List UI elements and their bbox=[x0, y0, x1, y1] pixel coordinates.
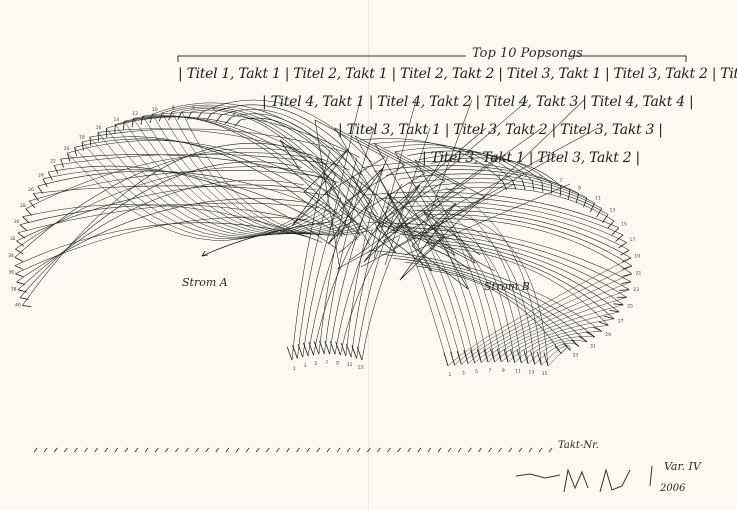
svg-text:5: 5 bbox=[539, 174, 542, 180]
svg-text:7: 7 bbox=[559, 178, 562, 184]
svg-text:2: 2 bbox=[233, 111, 236, 117]
svg-text:26: 26 bbox=[28, 187, 34, 193]
svg-text:34: 34 bbox=[8, 253, 14, 259]
svg-text:11: 11 bbox=[515, 369, 521, 375]
stream-a-label: Strom A bbox=[182, 276, 228, 289]
svg-text:36: 36 bbox=[8, 270, 14, 276]
svg-text:8: 8 bbox=[172, 105, 175, 111]
svg-text:31: 31 bbox=[590, 344, 596, 350]
heading-text: Top 10 Popsongs bbox=[472, 46, 583, 61]
svg-text:5: 5 bbox=[314, 361, 317, 367]
svg-text:1: 1 bbox=[498, 174, 501, 180]
svg-text:5: 5 bbox=[475, 369, 478, 375]
svg-text:15: 15 bbox=[621, 222, 627, 228]
svg-text:28: 28 bbox=[20, 203, 26, 209]
svg-text:12: 12 bbox=[132, 111, 138, 117]
svg-text:24: 24 bbox=[38, 172, 44, 178]
svg-text:25: 25 bbox=[627, 303, 633, 309]
year-label: 2006 bbox=[660, 483, 685, 494]
svg-text:13: 13 bbox=[357, 364, 363, 370]
title-row-3: | Titel 3, Takt 1 | Titel 3, Takt 2 | Ti… bbox=[338, 122, 663, 138]
svg-text:20: 20 bbox=[64, 146, 70, 152]
artist-signature bbox=[516, 466, 652, 492]
svg-text:18: 18 bbox=[79, 135, 85, 141]
title-row-2: | Titel 4, Takt 1 | Titel 4, Takt 2 | Ti… bbox=[262, 94, 693, 110]
svg-text:22: 22 bbox=[50, 158, 56, 164]
footnote-text: Takt-Nr. bbox=[558, 440, 599, 451]
svg-text:13: 13 bbox=[528, 370, 534, 376]
svg-text:33: 33 bbox=[572, 353, 578, 359]
title-row-4: | Titel 3, Takt 1 | Titel 3, Takt 2 | bbox=[422, 150, 640, 166]
stream-b-label: Strom B bbox=[484, 280, 530, 293]
svg-text:19: 19 bbox=[634, 253, 640, 259]
curve-bundle bbox=[15, 100, 632, 366]
svg-text:27: 27 bbox=[618, 318, 624, 324]
svg-text:14: 14 bbox=[113, 117, 119, 123]
svg-text:3: 3 bbox=[304, 363, 307, 369]
svg-text:16: 16 bbox=[96, 125, 102, 131]
svg-text:21: 21 bbox=[636, 270, 642, 276]
heading-bracket bbox=[178, 56, 686, 62]
svg-text:32: 32 bbox=[10, 236, 16, 242]
version-label: Var. IV bbox=[664, 460, 701, 473]
svg-text:11: 11 bbox=[347, 362, 353, 368]
svg-text:23: 23 bbox=[633, 287, 639, 293]
svg-text:1: 1 bbox=[448, 372, 451, 378]
svg-text:6: 6 bbox=[192, 105, 195, 111]
svg-text:3: 3 bbox=[462, 370, 465, 376]
svg-text:13: 13 bbox=[610, 207, 616, 213]
svg-text:4: 4 bbox=[213, 107, 216, 113]
title-row-1: | Titel 1, Takt 1 | Titel 2, Takt 1 | Ti… bbox=[178, 66, 737, 82]
svg-text:17: 17 bbox=[630, 237, 636, 243]
svg-text:9: 9 bbox=[336, 360, 339, 366]
svg-text:9: 9 bbox=[502, 368, 505, 374]
svg-text:3: 3 bbox=[519, 172, 522, 178]
svg-text:1: 1 bbox=[293, 366, 296, 372]
svg-text:11: 11 bbox=[595, 195, 601, 201]
svg-text:40: 40 bbox=[15, 303, 21, 309]
svg-text:7: 7 bbox=[488, 368, 491, 374]
svg-text:7: 7 bbox=[325, 360, 328, 366]
svg-text:10: 10 bbox=[152, 107, 158, 113]
svg-text:15: 15 bbox=[542, 371, 548, 377]
svg-text:30: 30 bbox=[14, 219, 20, 225]
svg-text:9: 9 bbox=[578, 186, 581, 192]
svg-text:29: 29 bbox=[605, 332, 611, 338]
svg-text:38: 38 bbox=[11, 286, 17, 292]
